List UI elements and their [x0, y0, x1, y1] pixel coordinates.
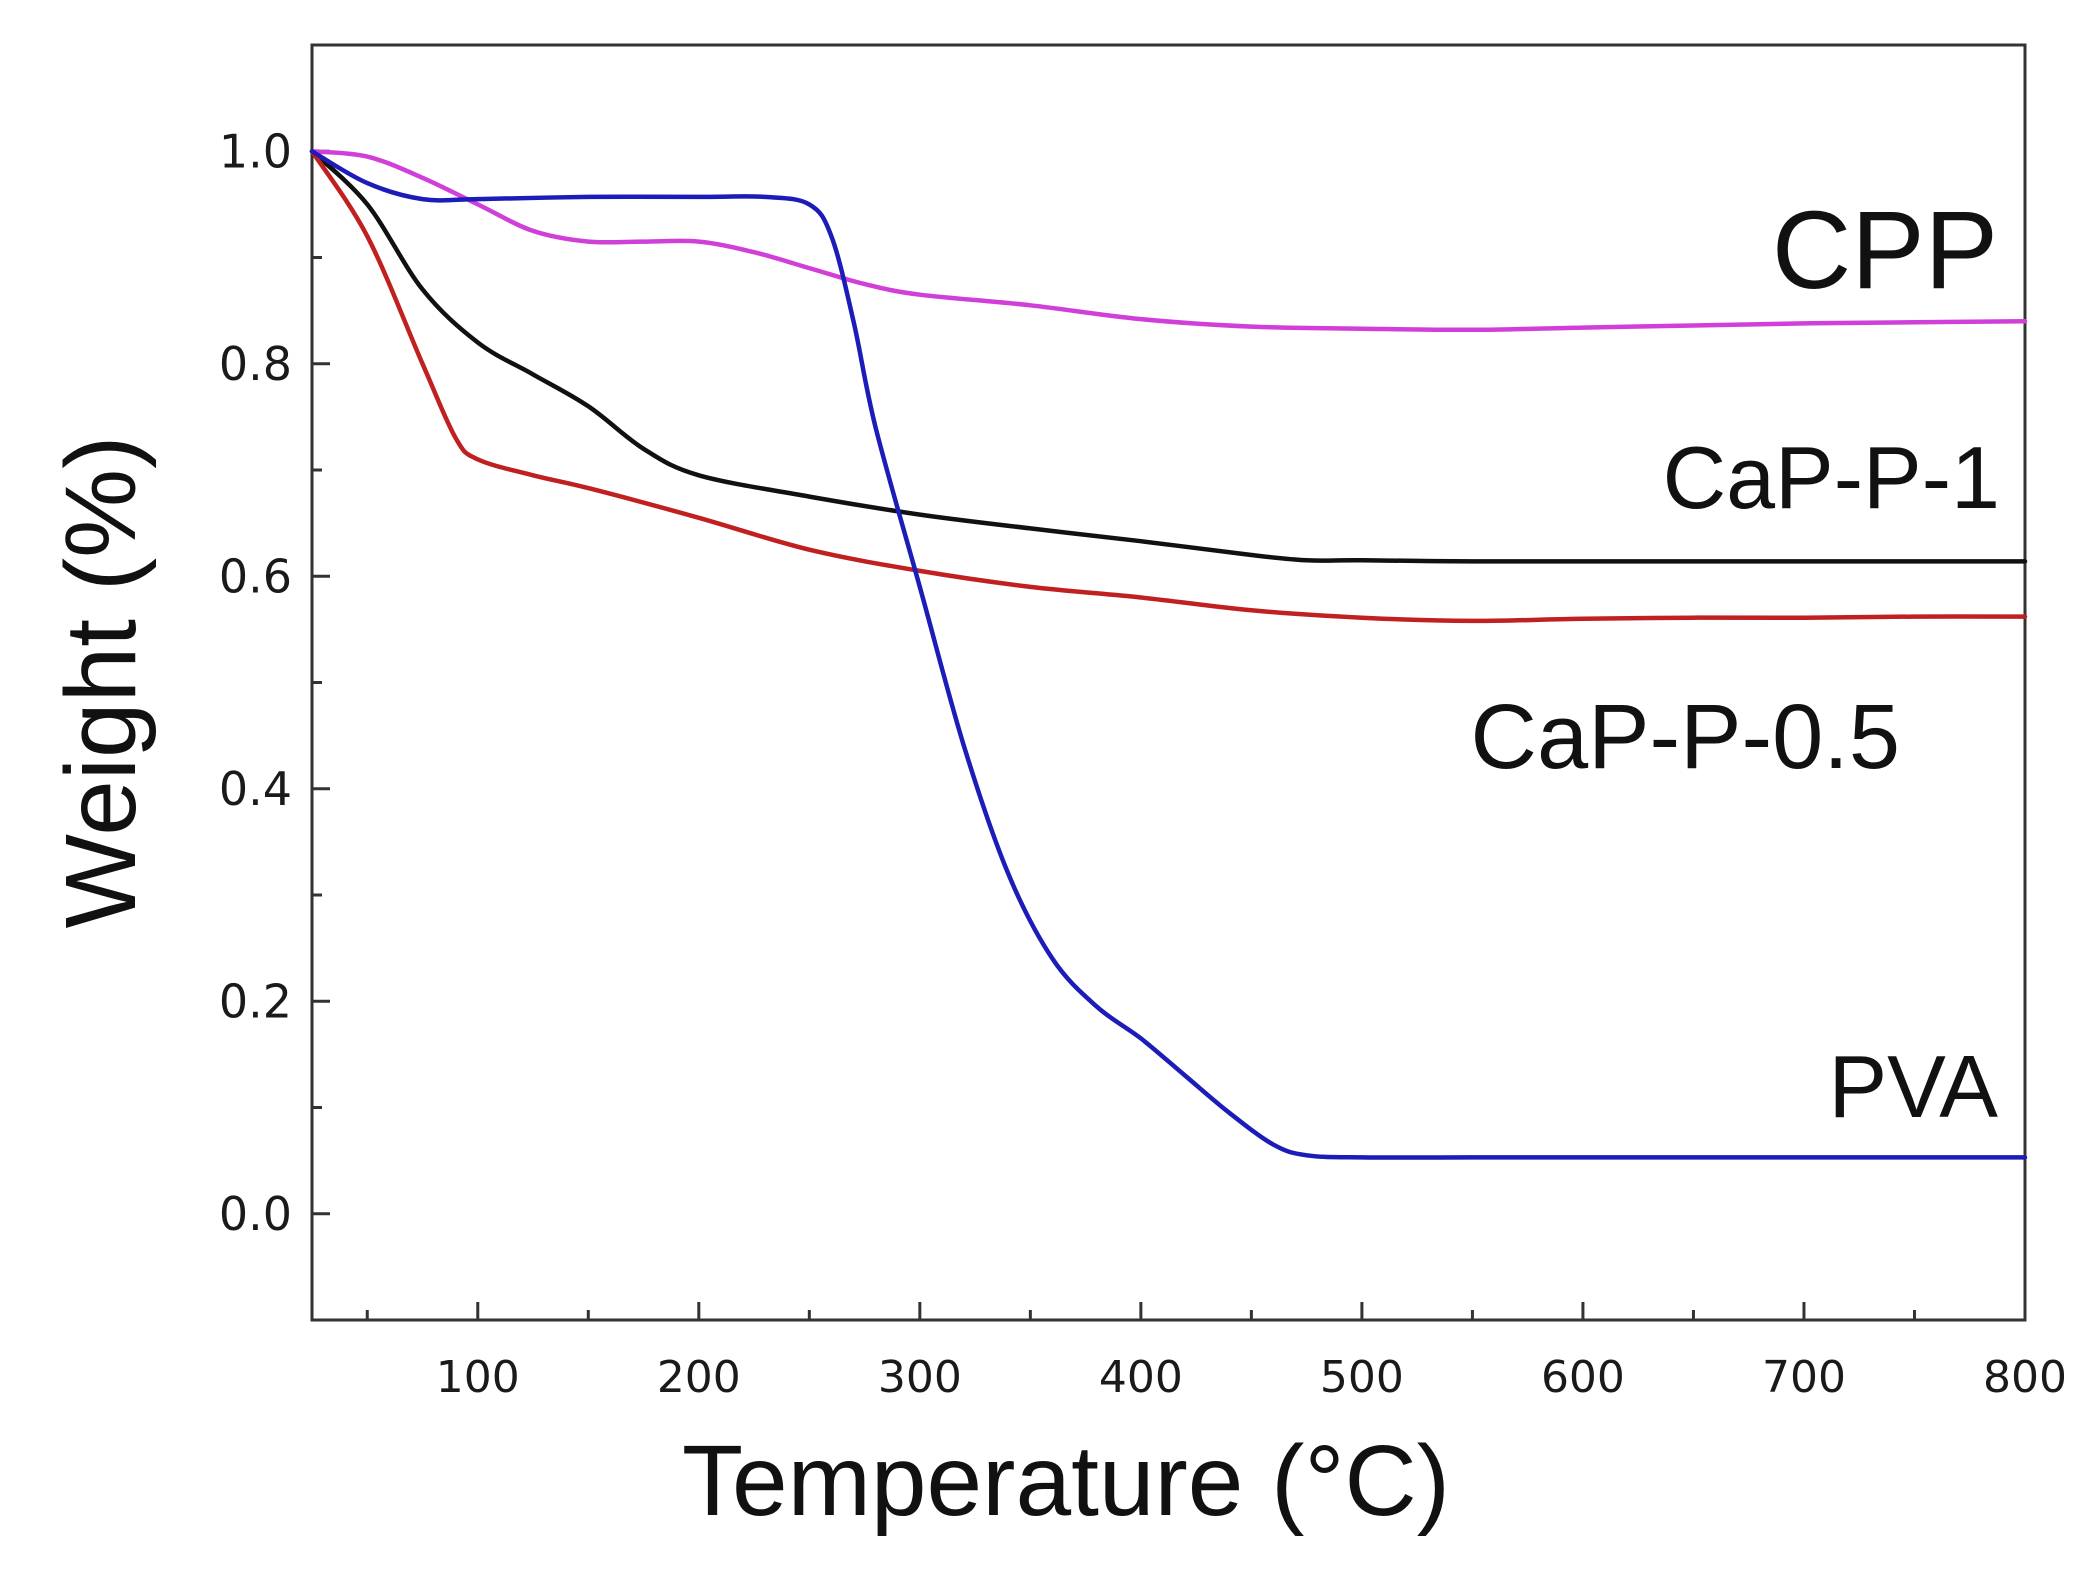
x-tick-label: 500 [1320, 1352, 1404, 1403]
y-axis-title: Weight (%) [45, 436, 157, 929]
y-tick-label: 0.6 [219, 549, 292, 603]
x-tick-label: 300 [878, 1352, 962, 1403]
series-line-cpp [309, 149, 2028, 333]
x-tick-label: 600 [1541, 1352, 1625, 1403]
x-axis: 100 200 300 400 500 600 700 800 [365, 1302, 2067, 1403]
series-line-cap-p-1 [309, 149, 2028, 564]
label-cpp: CPP [1772, 189, 1998, 312]
series-line-cap-p-0-5 [309, 149, 2028, 624]
label-cap-p-0-5: CaP-P-0.5 [1471, 686, 1901, 788]
y-tick-label: 0.0 [219, 1187, 292, 1241]
x-tick-label: 800 [1983, 1352, 2067, 1403]
y-axis: 0.0 0.2 0.4 0.6 0.8 1.0 [219, 43, 330, 1322]
series-line-pva [309, 149, 2028, 1160]
label-cap-p-1: CaP-P-1 [1663, 428, 2000, 527]
x-tick-label: 200 [657, 1352, 741, 1403]
series-group [309, 149, 2028, 1160]
x-axis-title: Temperature (°C) [682, 1425, 1450, 1537]
y-tick-label: 0.2 [219, 974, 292, 1028]
x-tick-label: 700 [1762, 1352, 1846, 1403]
plot-frame [310, 43, 2027, 1322]
y-tick-label: 0.4 [219, 762, 292, 816]
y-tick-label: 0.8 [219, 337, 292, 391]
x-tick-label: 100 [436, 1352, 520, 1403]
y-tick-label: 1.0 [219, 124, 292, 178]
label-pva: PVA [1828, 1037, 1998, 1136]
x-tick-label: 400 [1099, 1352, 1183, 1403]
